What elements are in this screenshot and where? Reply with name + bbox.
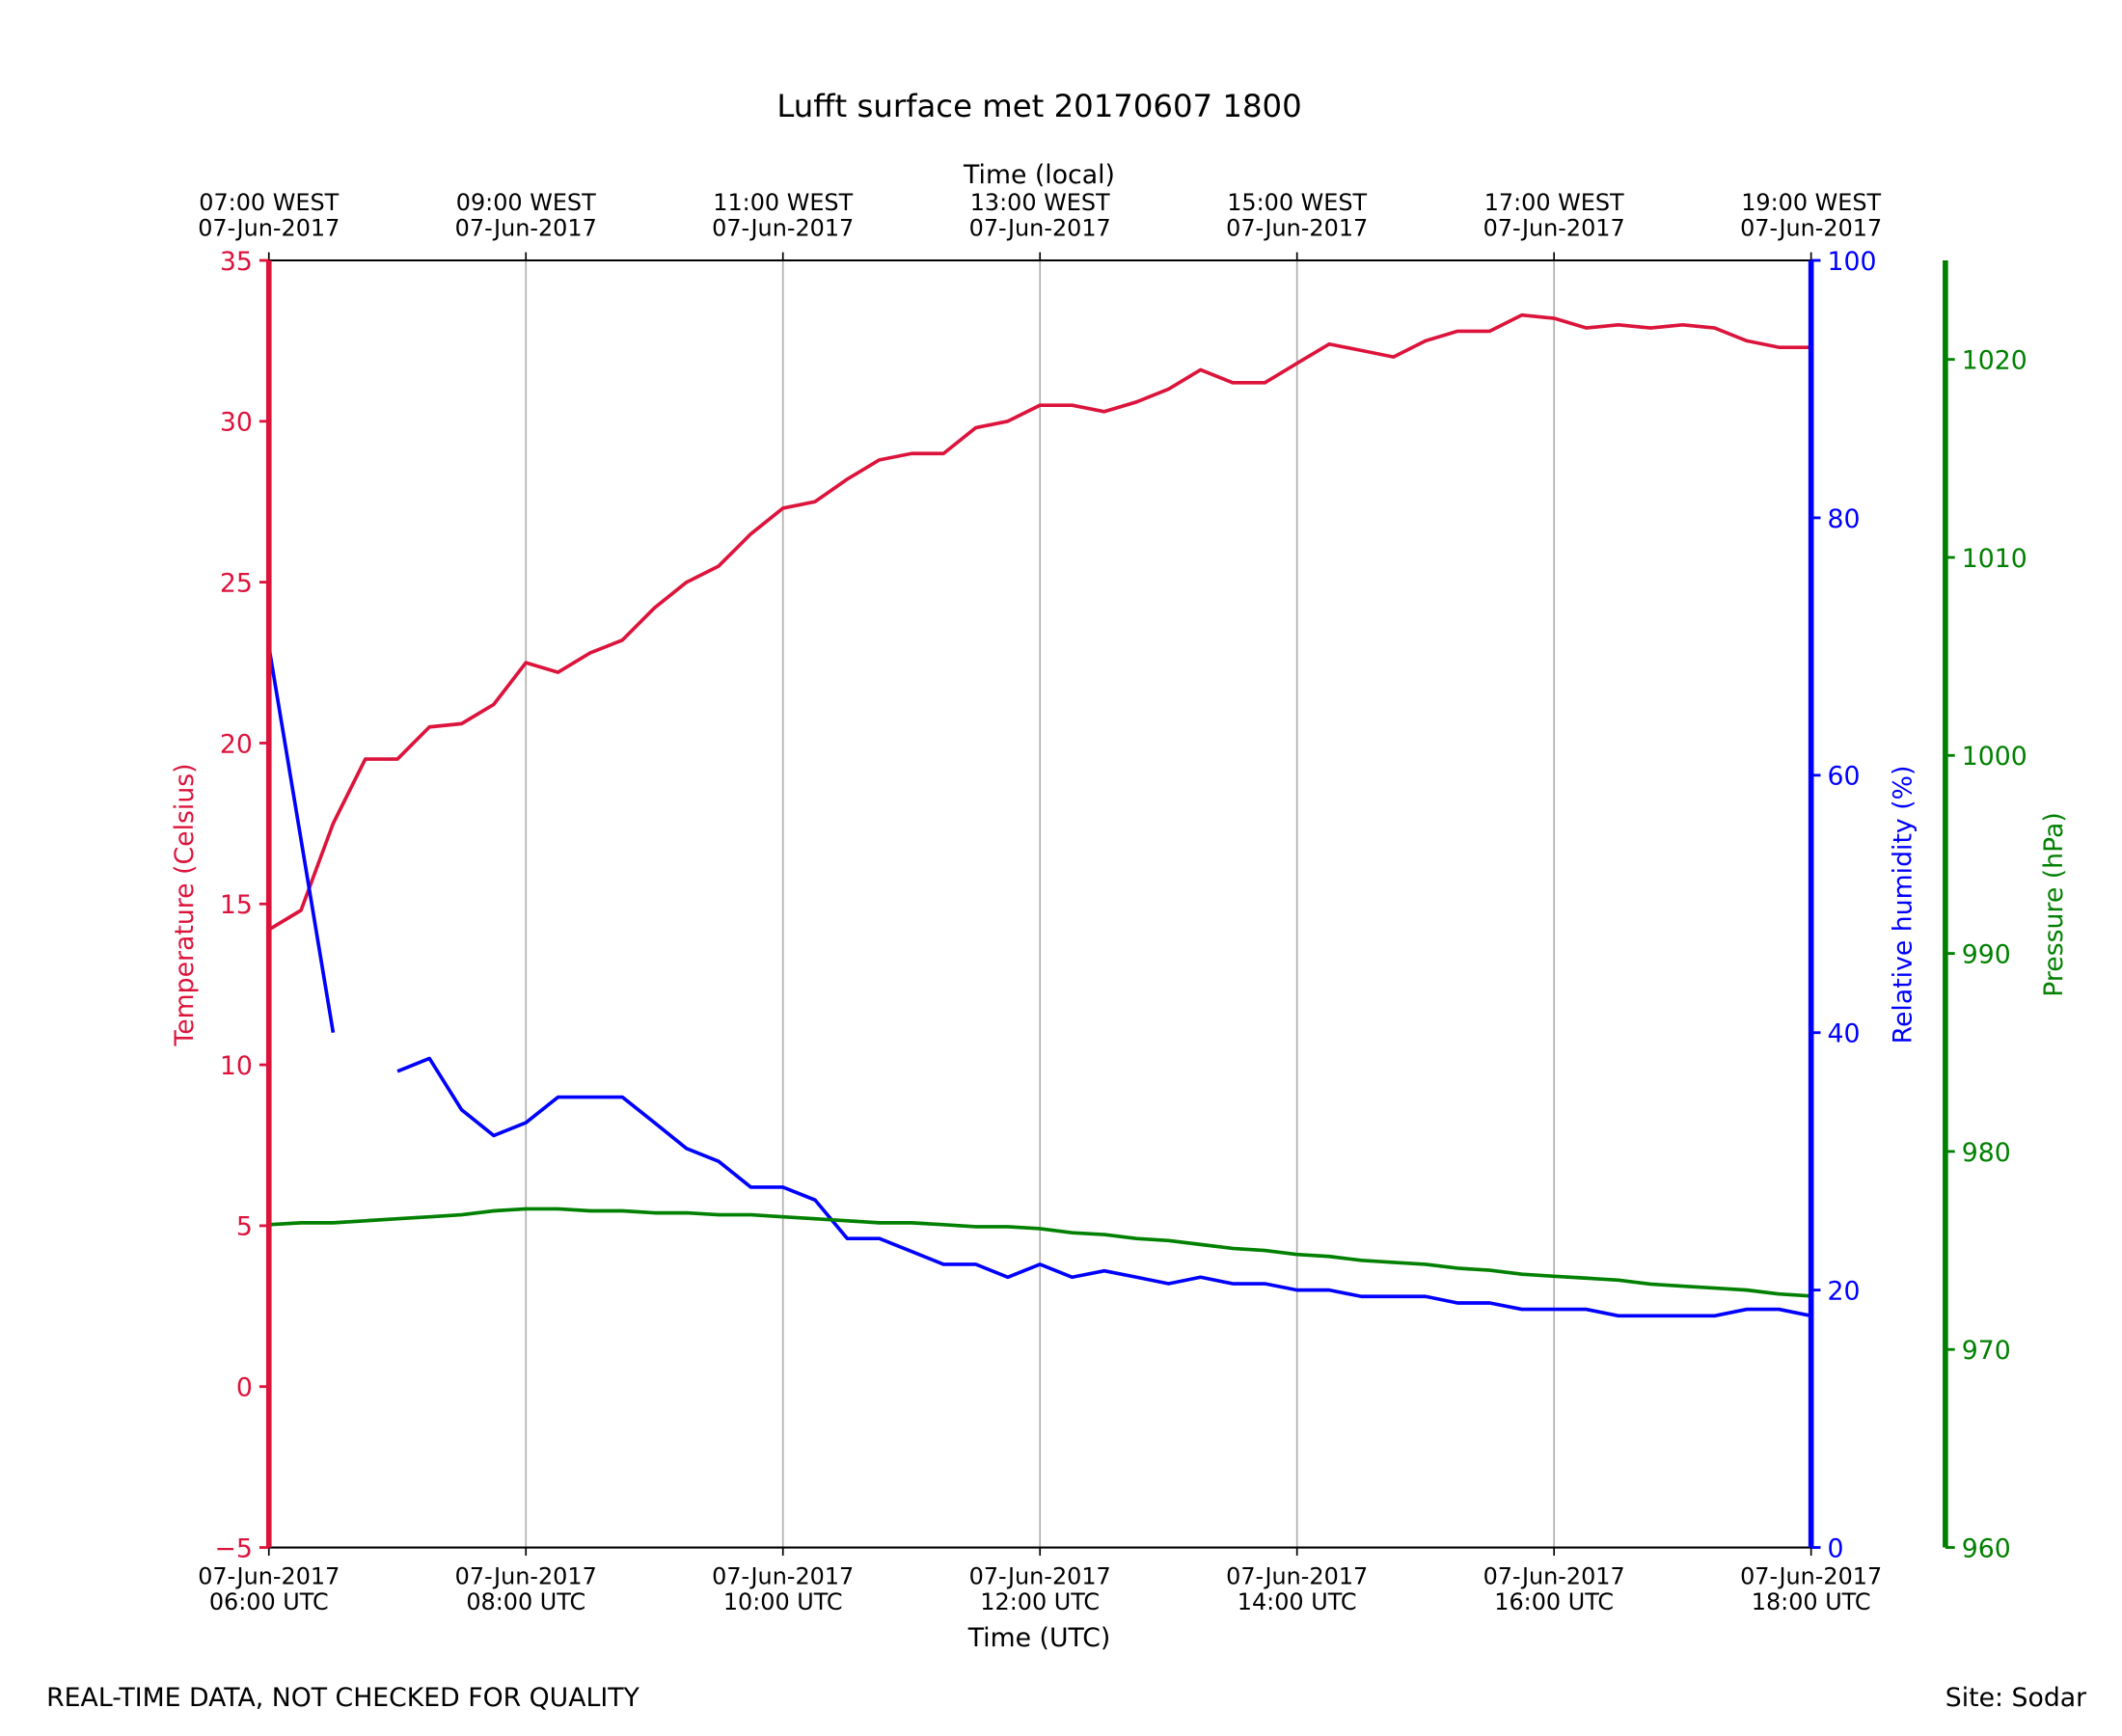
background — [3, 0, 2119, 1736]
footer-left: REAL-TIME DATA, NOT CHECKED FOR QUALITY — [46, 1683, 639, 1713]
x-tick-label: 07-Jun-2017 18:00 UTC — [1740, 1563, 1882, 1616]
y3-axis-label: Pressure (hPa) — [2039, 812, 2069, 997]
x2-tick-label: 07:00 WEST 07-Jun-2017 — [198, 189, 340, 242]
y3-tick-label: 980 — [1962, 1138, 2011, 1168]
y-axis-label: Temperature (Celsius) — [170, 763, 200, 1046]
y-tick-label: 20 — [220, 729, 253, 759]
x-tick-label: 07-Jun-2017 06:00 UTC — [198, 1563, 340, 1616]
x-tick-label: 07-Jun-2017 14:00 UTC — [1226, 1563, 1368, 1616]
x2-tick-label: 11:00 WEST 07-Jun-2017 — [712, 189, 854, 242]
y2-tick-label: 20 — [1828, 1276, 1861, 1306]
x-axis-label: Time (UTC) — [967, 1623, 1111, 1653]
y-tick-label: 0 — [236, 1373, 253, 1403]
x2-tick-label: 13:00 WEST 07-Jun-2017 — [969, 189, 1111, 242]
y-tick-label: 30 — [220, 408, 253, 438]
y2-tick-label: 80 — [1828, 504, 1861, 534]
x2-tick-label: 09:00 WEST 07-Jun-2017 — [455, 189, 597, 242]
series-line — [266, 646, 1812, 1318]
y2-tick-label: 40 — [1828, 1019, 1861, 1049]
x-tick-label: 07-Jun-2017 12:00 UTC — [969, 1563, 1111, 1616]
y3-tick-label: 960 — [1962, 1533, 2011, 1563]
y-tick-label: 35 — [220, 247, 253, 277]
y-tick-label: −5 — [215, 1533, 253, 1563]
y-tick-label: 5 — [236, 1212, 253, 1242]
footer-right: Site: Sodar — [1945, 1683, 2086, 1713]
y-tick-label: 25 — [220, 568, 253, 598]
y2-tick-label: 100 — [1828, 247, 1877, 277]
y3-tick-label: 1010 — [1962, 544, 2027, 574]
x2-axis-label: Time (local) — [963, 160, 1115, 190]
series-line — [268, 1207, 1811, 1298]
y2-tick-label: 0 — [1828, 1533, 1844, 1563]
y2-axis-label: Relative humidity (%) — [1889, 766, 1918, 1044]
y2-tick-label: 60 — [1828, 762, 1861, 792]
x2-tick-label: 17:00 WEST 07-Jun-2017 — [1483, 189, 1625, 242]
y3-tick-label: 1000 — [1962, 742, 2027, 772]
x2-tick-label: 19:00 WEST 07-Jun-2017 — [1740, 189, 1882, 242]
y3-tick-label: 970 — [1962, 1336, 2011, 1366]
y3-tick-label: 990 — [1962, 939, 2011, 969]
x2-tick-label: 15:00 WEST 07-Jun-2017 — [1226, 189, 1368, 242]
x-tick-label: 07-Jun-2017 16:00 UTC — [1483, 1563, 1625, 1616]
y-tick-label: 15 — [220, 890, 253, 920]
x-tick-label: 07-Jun-2017 10:00 UTC — [712, 1563, 854, 1616]
chart-title: Lufft surface met 20170607 1800 — [776, 88, 1301, 124]
series-line — [267, 312, 1811, 932]
y-tick-label: 10 — [220, 1051, 253, 1081]
y3-tick-label: 1020 — [1962, 346, 2027, 376]
x-tick-label: 07-Jun-2017 08:00 UTC — [455, 1563, 597, 1616]
